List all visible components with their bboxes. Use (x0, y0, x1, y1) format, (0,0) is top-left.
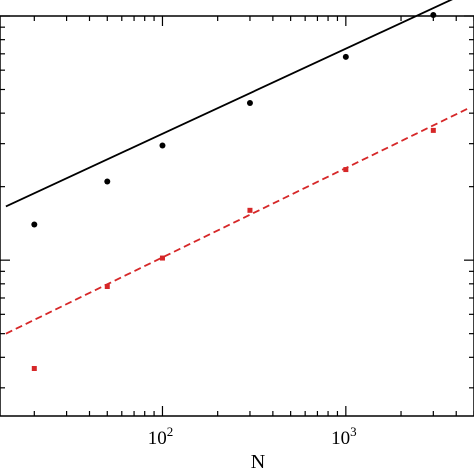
x-tick-label: 102 (148, 424, 174, 449)
data-points (31, 11, 437, 371)
tick-labels: 102 103 (148, 424, 357, 449)
data-point-series-1 (104, 178, 111, 185)
tick-marks (0, 15, 474, 416)
data-point-series-2 (430, 127, 436, 133)
data-point-series-2 (104, 284, 110, 290)
fit-lines (5, 0, 470, 335)
data-point-series-1 (430, 11, 437, 18)
data-point-series-1 (342, 53, 349, 60)
plot-frame (0, 15, 474, 417)
data-point-series-2 (247, 207, 253, 213)
data-point-series-1 (246, 100, 253, 107)
data-point-series-2 (159, 255, 165, 261)
data-point-series-1 (31, 221, 38, 228)
x-axis-label: N (251, 451, 265, 473)
fit-line-series-1 (5, 0, 453, 208)
fit-line-series-2 (5, 107, 470, 335)
data-point-series-1 (159, 142, 166, 149)
data-point-series-2 (343, 167, 349, 173)
x-tick-label: 103 (331, 424, 357, 449)
data-point-series-2 (31, 365, 37, 371)
